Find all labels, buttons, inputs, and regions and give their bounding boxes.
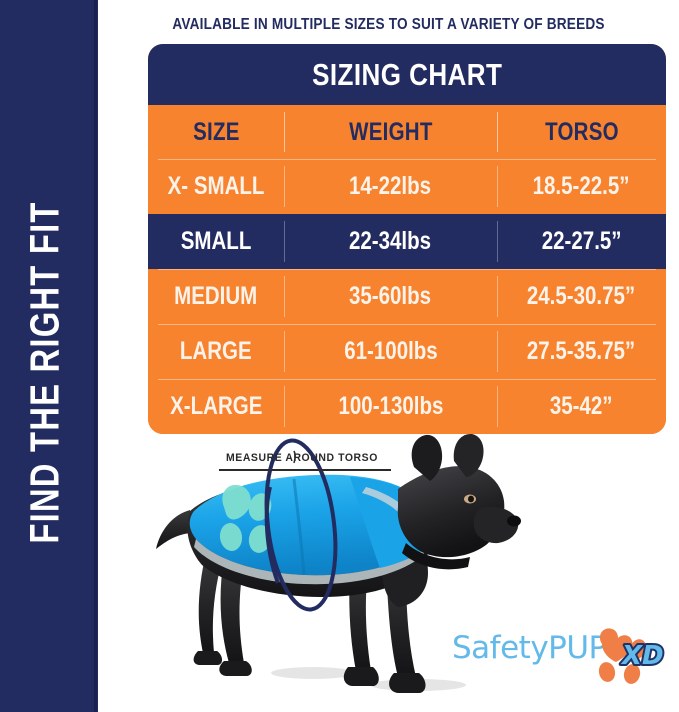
table-row[interactable]: LARGE 61-100lbs 27.5-35.75” <box>148 324 666 379</box>
dog-paw <box>193 651 223 665</box>
brand-name: SafetyPUP <box>452 630 607 666</box>
logo-mark: XD XD <box>598 628 666 684</box>
left-vertical-banner: FIND THE RIGHT FIT <box>0 0 98 712</box>
dog-ear-near <box>453 433 484 477</box>
vest-seam <box>292 478 306 576</box>
cell-size: X-LARGE <box>169 392 263 420</box>
dog-nose <box>507 515 521 527</box>
measure-label-underline <box>219 469 391 471</box>
xd-mark: XD XD <box>618 639 666 673</box>
paw-toe <box>598 662 616 682</box>
vertical-title: FIND THE RIGHT FIT <box>21 201 68 544</box>
cell-torso: 24.5-30.75” <box>497 269 666 324</box>
table-row[interactable]: X- SMALL 14-22lbs 18.5-22.5” <box>148 159 666 214</box>
cell-weight: 22-34lbs <box>284 214 497 269</box>
dog-ear-far <box>411 434 443 481</box>
cell-size: SMALL <box>180 227 252 255</box>
measure-around-torso-label: MEASURE AROUND TORSO <box>225 452 378 464</box>
cell-weight: 100-130lbs <box>284 379 497 434</box>
dog-tail <box>156 510 190 549</box>
table-row-highlighted[interactable]: SMALL 22-34lbs 22-27.5” <box>148 214 666 269</box>
xd-outline: XD <box>620 641 664 671</box>
dog-collar <box>402 543 470 570</box>
cell-torso: 22-27.5” <box>497 214 666 269</box>
sizing-chart-table: SIZING CHART SIZE WEIGHT TORSO X- SMALL … <box>148 44 666 434</box>
dog-rear-leg-far <box>198 553 222 653</box>
dog-paw <box>389 673 426 693</box>
xd-fill: XD <box>620 641 664 671</box>
dog-photo-graphic <box>156 433 521 693</box>
cell-torso: 18.5-22.5” <box>497 159 666 214</box>
cell-size: LARGE <box>180 337 252 365</box>
cell-size: X- SMALL <box>167 172 265 200</box>
vest-reflective-trim <box>194 539 424 585</box>
cell-weight: 14-22lbs <box>284 159 497 214</box>
header-caption: AVAILABLE IN MULTIPLE SIZES TO SUIT A VA… <box>172 16 605 33</box>
paw-icon <box>598 628 647 684</box>
column-header-weight: WEIGHT <box>284 105 497 159</box>
table-header-row: SIZE WEIGHT TORSO <box>148 105 666 159</box>
column-header-size: SIZE <box>192 117 240 146</box>
cell-weight: 35-60lbs <box>284 269 497 324</box>
cell-size: MEDIUM <box>174 282 258 310</box>
shadow <box>271 667 355 679</box>
table-row[interactable]: MEDIUM 35-60lbs 24.5-30.75” <box>148 269 666 324</box>
cell-weight: 61-100lbs <box>284 324 497 379</box>
left-banner-fill <box>0 0 97 712</box>
paw-toe <box>623 664 641 684</box>
cell-torso: 27.5-35.75” <box>497 324 666 379</box>
dog-paw <box>219 661 252 676</box>
paw-toe <box>629 639 647 659</box>
measure-leader-line <box>293 450 296 464</box>
dog-illustration <box>98 415 679 712</box>
column-header-torso: TORSO <box>497 105 666 159</box>
table-title-bar: SIZING CHART <box>148 44 666 105</box>
dog-pupil <box>468 495 474 503</box>
torso-measure-ring-front <box>264 486 280 584</box>
cell-torso: 35-42” <box>497 379 666 434</box>
table-row[interactable]: X-LARGE 100-130lbs 35-42” <box>148 379 666 434</box>
table-title: SIZING CHART <box>311 56 503 92</box>
dog-paw <box>343 667 379 686</box>
brand-logo: SafetyPUP XD XD <box>452 622 667 688</box>
dog-muzzle <box>473 506 519 544</box>
